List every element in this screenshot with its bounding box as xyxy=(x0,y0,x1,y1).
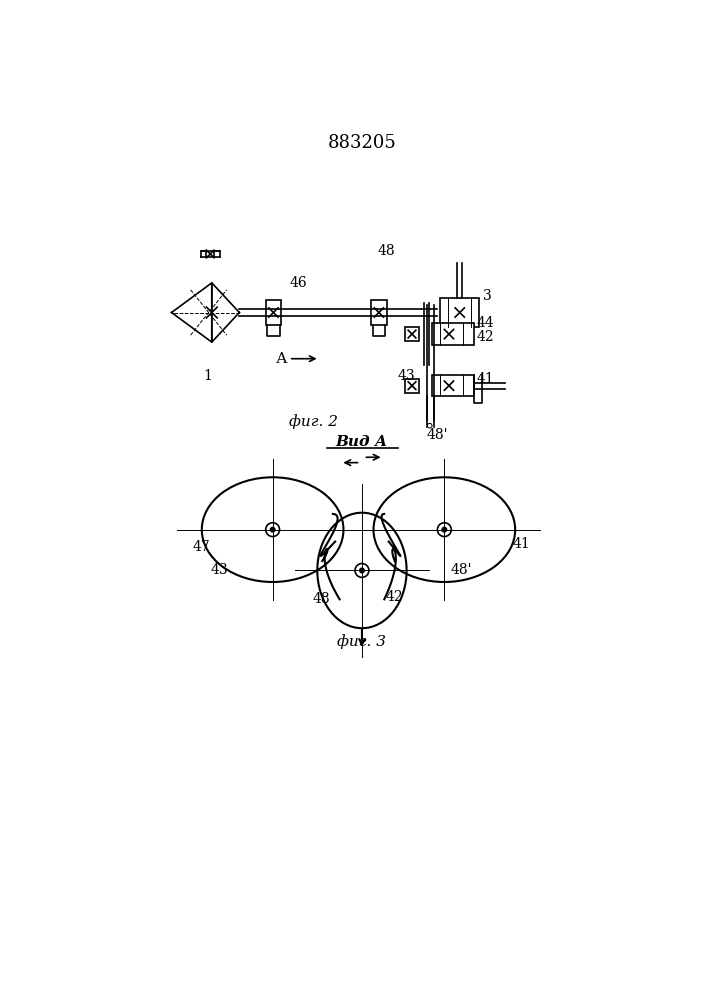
Bar xyxy=(371,300,387,325)
Text: 48': 48' xyxy=(450,563,472,577)
Text: 43: 43 xyxy=(397,369,415,383)
Bar xyxy=(432,375,474,396)
Circle shape xyxy=(442,527,447,532)
Text: 883205: 883205 xyxy=(327,134,397,152)
Text: фиг. 2: фиг. 2 xyxy=(289,414,338,429)
Text: 46: 46 xyxy=(289,276,307,290)
Text: А: А xyxy=(275,352,287,366)
Text: фиг. 3: фиг. 3 xyxy=(337,635,387,649)
Text: 3: 3 xyxy=(483,289,491,303)
Text: 41: 41 xyxy=(512,536,530,550)
Circle shape xyxy=(360,568,364,573)
Text: Вид А: Вид А xyxy=(336,435,388,449)
Bar xyxy=(432,323,474,345)
Text: 41: 41 xyxy=(477,372,494,386)
Text: 1: 1 xyxy=(204,369,212,383)
Text: 48: 48 xyxy=(378,244,395,258)
Text: 48': 48' xyxy=(426,428,448,442)
Text: 43: 43 xyxy=(211,563,228,577)
Text: 42: 42 xyxy=(385,590,403,604)
Bar xyxy=(405,379,419,393)
Text: 48: 48 xyxy=(312,592,330,606)
Text: 44: 44 xyxy=(477,316,494,330)
Text: 42: 42 xyxy=(477,330,494,344)
Circle shape xyxy=(270,527,275,532)
Bar xyxy=(266,300,281,325)
Text: 47: 47 xyxy=(193,540,211,554)
Bar xyxy=(440,298,479,327)
Bar xyxy=(405,327,419,341)
